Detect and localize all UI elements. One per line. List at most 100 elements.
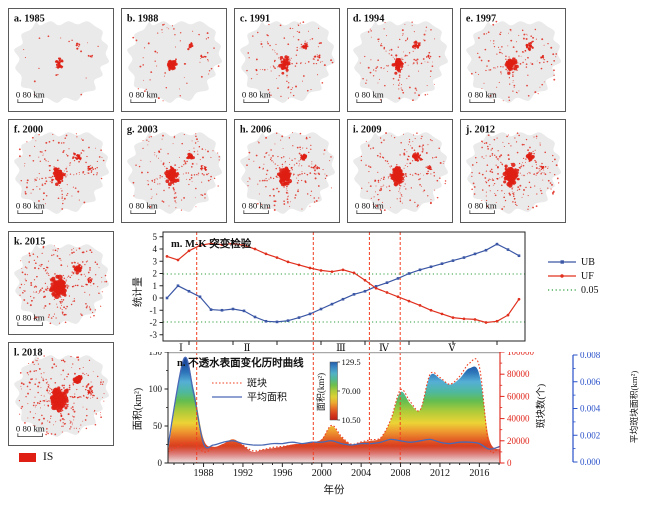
scale-label: 0 80 km bbox=[468, 89, 497, 99]
scale-bar bbox=[356, 99, 382, 104]
scale-bar bbox=[17, 433, 43, 438]
map-label: b. 1988 bbox=[127, 13, 158, 24]
scale-label: 0 80 km bbox=[468, 200, 497, 210]
map-panel-k: k. 2015 0 80 km bbox=[8, 231, 114, 335]
map-label: g. 2003 bbox=[127, 124, 158, 135]
map-label: f. 2000 bbox=[14, 124, 43, 135]
n-far-tick: 0.000 bbox=[580, 457, 601, 467]
m-ytick: 1 bbox=[153, 281, 158, 291]
colorbar-label: 面积(km²) bbox=[315, 373, 326, 411]
n-xtick: 1992 bbox=[233, 468, 253, 479]
m-legend-label: UF bbox=[581, 271, 594, 282]
scale-bar bbox=[17, 322, 43, 327]
m-ytick: -2 bbox=[150, 318, 158, 328]
area-fill bbox=[168, 357, 500, 463]
n-ytick: 0 bbox=[158, 458, 163, 468]
scale-bar bbox=[130, 99, 156, 104]
scale-bar bbox=[243, 210, 269, 215]
m-legend-label: UB bbox=[581, 257, 595, 268]
is-legend: IS bbox=[19, 451, 53, 463]
n-ytick: 50 bbox=[153, 421, 163, 431]
map-label: d. 1994 bbox=[353, 13, 384, 24]
m-legend-label: 0.05 bbox=[581, 285, 599, 296]
m-ytick: 2 bbox=[153, 269, 158, 279]
scale-label: 0 80 km bbox=[242, 200, 271, 210]
n-far-tick: 0.006 bbox=[580, 377, 601, 387]
m-ytick: 5 bbox=[153, 232, 158, 242]
scale-bar bbox=[469, 99, 495, 104]
scale-label: 0 80 km bbox=[16, 200, 45, 210]
is-legend-label: IS bbox=[43, 451, 54, 463]
n-right-tick: 60000 bbox=[507, 391, 530, 401]
n-legend-patches: 斑块 bbox=[247, 377, 267, 390]
m-ytick: 0 bbox=[153, 293, 158, 303]
period-label: Ⅲ bbox=[336, 343, 346, 352]
chart-mk-test: 5 4 3 2 1 0 -1 -2 -3 统计量 m. M-K 突变检验 Ⅰ Ⅱ Ⅲ Ⅳ Ⅴ UB UF 0.05 bbox=[131, 231, 599, 352]
map-label: j. 2012 bbox=[465, 124, 495, 135]
map-label: e. 1997 bbox=[466, 13, 496, 24]
n-legend-mean-area: 平均面积 bbox=[247, 392, 287, 404]
period-label: Ⅳ bbox=[379, 343, 390, 352]
map-panel-e: e. 1997 0 80 km bbox=[460, 8, 566, 112]
n-xtick: 2000 bbox=[312, 468, 332, 479]
is-legend-swatch bbox=[19, 452, 36, 462]
plot-frame-m bbox=[162, 231, 526, 342]
n-xlabel: 年份 bbox=[324, 483, 345, 496]
n-far-tick: 0.004 bbox=[580, 404, 601, 414]
colorbar-tick: 129.5 bbox=[342, 357, 361, 367]
map-panel-h: h. 2006 0 80 km bbox=[234, 119, 340, 223]
scale-label: 0 80 km bbox=[242, 89, 271, 99]
scale-label: 0 80 km bbox=[355, 89, 384, 99]
colorbar-tick: 10.50 bbox=[342, 415, 361, 425]
n-far-tick: 0.002 bbox=[580, 430, 600, 440]
m-title: m. M-K 突变检验 bbox=[171, 237, 252, 250]
n-xtick: 2008 bbox=[391, 468, 411, 479]
scale-bar bbox=[17, 99, 43, 104]
n-right-tick: 20000 bbox=[507, 436, 530, 446]
map-label: k. 2015 bbox=[14, 236, 45, 247]
m-ytick: -1 bbox=[150, 305, 158, 315]
map-label: i. 2009 bbox=[353, 124, 382, 135]
n-far-tick: 0.008 bbox=[580, 352, 601, 360]
n-right-label: 斑块数(个) bbox=[535, 384, 547, 428]
scale-bar bbox=[17, 210, 43, 215]
map-label: a. 1985 bbox=[14, 13, 45, 24]
m-ylabel: 统计量 bbox=[131, 277, 144, 307]
scale-label: 0 80 km bbox=[355, 200, 384, 210]
map-panel-f: f. 2000 0 80 km bbox=[8, 119, 114, 223]
series-mean-area bbox=[167, 356, 501, 450]
scale-label: 0 80 km bbox=[129, 200, 158, 210]
n-xtick: 2012 bbox=[430, 468, 450, 479]
scale-label: 0 80 km bbox=[129, 89, 158, 99]
scale-bar bbox=[130, 210, 156, 215]
n-right-tick: 80000 bbox=[507, 369, 530, 379]
m-ytick: 3 bbox=[153, 256, 158, 266]
scale-bar bbox=[243, 99, 269, 104]
scale-label: 0 80 km bbox=[16, 312, 45, 322]
map-label: h. 2006 bbox=[240, 124, 271, 135]
n-xtick: 2004 bbox=[351, 468, 371, 479]
colorbar-tick: 70.00 bbox=[342, 386, 361, 396]
n-xtick: 2016 bbox=[469, 468, 489, 479]
period-label: Ⅱ bbox=[244, 343, 251, 352]
n-right-tick: 40000 bbox=[507, 414, 530, 424]
map-panel-i: i. 2009 0 80 km bbox=[347, 119, 453, 223]
n-title: n. 不透水表面变化历时曲线 bbox=[177, 356, 304, 369]
m-ytick: -3 bbox=[150, 330, 158, 340]
scale-bar bbox=[356, 210, 382, 215]
map-panel-c: c. 1991 0 80 km bbox=[234, 8, 340, 112]
n-xtick: 1996 bbox=[272, 468, 292, 479]
period-label: Ⅴ bbox=[447, 343, 456, 352]
m-ytick: 4 bbox=[153, 244, 158, 254]
map-panel-g: g. 2003 0 80 km bbox=[121, 119, 227, 223]
n-ytick: 100 bbox=[149, 384, 163, 394]
map-panel-l: l. 2018 0 80 km bbox=[8, 342, 114, 446]
scale-bar bbox=[469, 210, 495, 215]
n-ylabel: 面积(km²) bbox=[132, 388, 144, 430]
scale-label: 0 80 km bbox=[16, 423, 45, 433]
n-ytick: 150 bbox=[149, 352, 163, 357]
n-far-label: 平均斑块面积(km²) bbox=[628, 371, 639, 444]
n-right-tick: 0 bbox=[507, 458, 512, 468]
map-label: l. 2018 bbox=[14, 347, 43, 358]
